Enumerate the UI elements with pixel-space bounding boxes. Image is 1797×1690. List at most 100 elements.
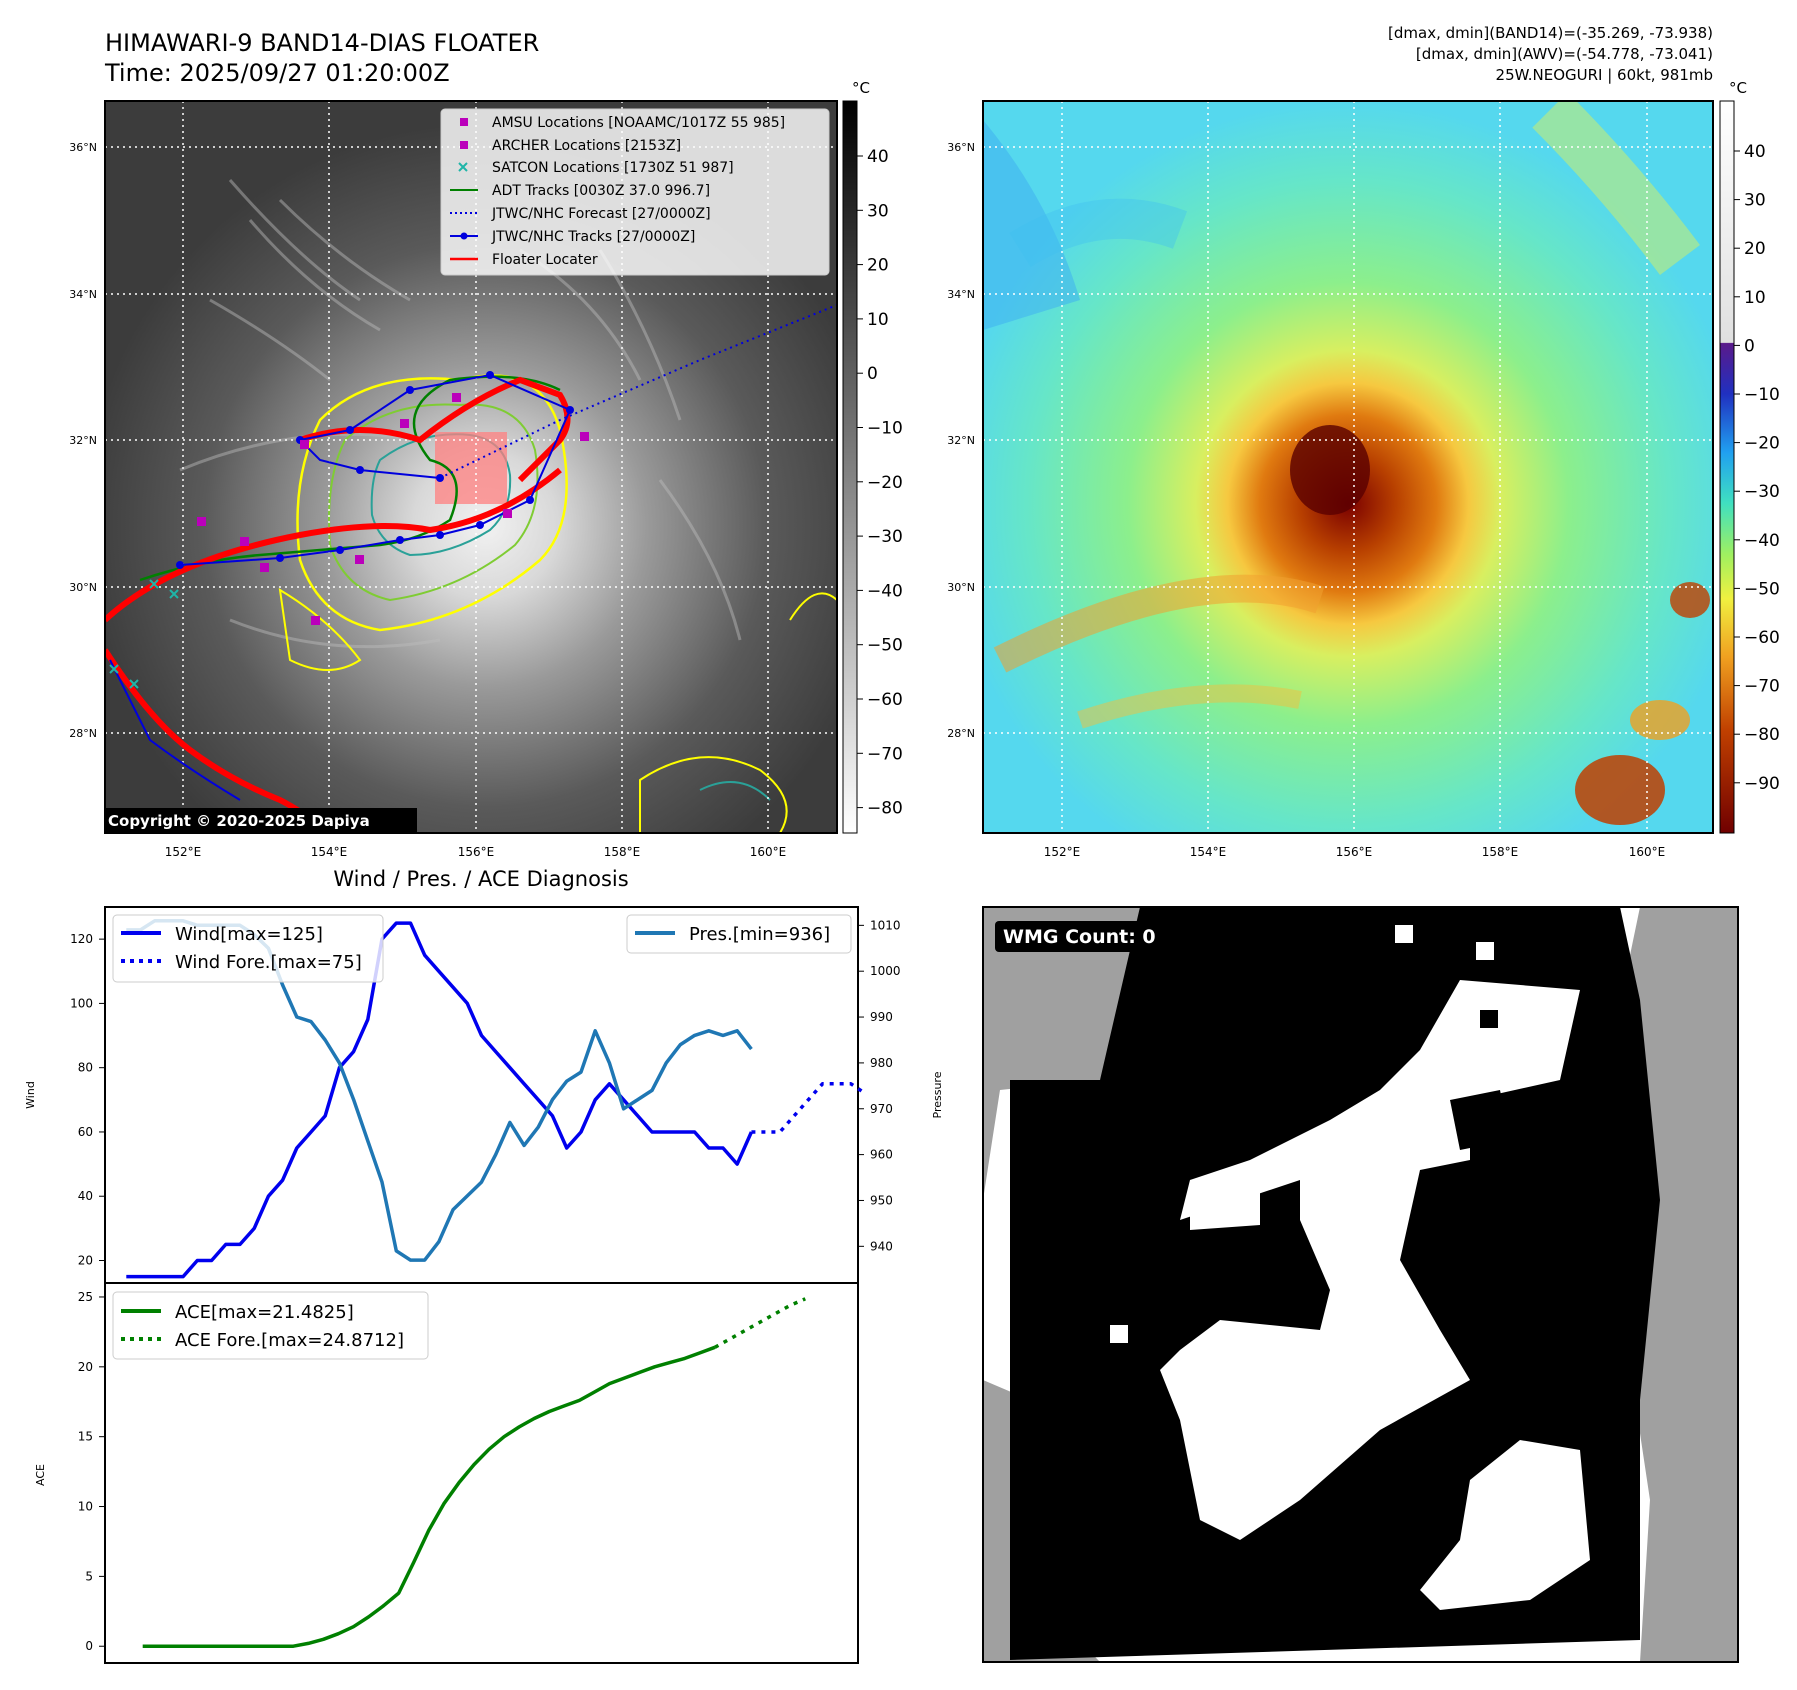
svg-text:34°N: 34°N [69, 288, 97, 301]
colorbar-tick-label: −10 [867, 419, 903, 439]
satcon-markers [109, 579, 179, 689]
colorbar-tick-label: −40 [867, 581, 903, 601]
info-line-awv: [dmax, dmin](AWV)=(-54.778, -73.041) [1416, 45, 1713, 63]
colorbar-tick-label: −30 [1744, 482, 1780, 502]
colorbar-tick-label: −50 [1744, 579, 1780, 599]
ir-cloud-streaks [179, 179, 742, 649]
legend-wind-fore: Wind Fore.[max=75] [175, 952, 362, 973]
colorbar-tick-label: 40 [867, 147, 889, 167]
wind-tick-label: 120 [70, 932, 93, 946]
legend-archer-marker [460, 141, 468, 149]
wind-axis-label: Wind [24, 1081, 37, 1109]
colorbar-tick-label: −20 [867, 473, 903, 493]
figure-title-line2: Time: 2025/09/27 01:20:00Z [104, 59, 450, 87]
legend-ace: ACE[max=21.4825] [175, 1302, 354, 1323]
diag-title: Wind / Pres. / ACE Diagnosis [333, 867, 628, 891]
copyright-box [105, 808, 417, 832]
legend-amsu: AMSU Locations [NOAAMC/1017Z 55 985] [492, 115, 785, 131]
ir-map-lon-labels: 152°E 154°E 156°E 158°E 160°E [165, 845, 787, 859]
svg-text:154°E: 154°E [311, 845, 348, 859]
ace-axis-ticks: 0 5 10 15 20 25 [78, 1290, 105, 1653]
wind-legend: Wind[max=125] Wind Fore.[max=75] [112, 914, 384, 983]
svg-text:28°N: 28°N [947, 727, 975, 740]
pressure-axis-label: Pressure [931, 1071, 944, 1118]
legend-ace-fore: ACE Fore.[max=24.8712] [175, 1330, 404, 1351]
ace-tick-label: 0 [85, 1639, 93, 1653]
legend-floater: Floater Locater [492, 252, 598, 268]
svg-text:36°N: 36°N [947, 141, 975, 154]
legend-amsu-marker [460, 118, 468, 126]
legend-jtwc-dot [460, 232, 468, 240]
legend-jtwc: JTWC/NHC Tracks [27/0000Z] [491, 229, 695, 245]
colorbar-tick-label: 30 [867, 201, 889, 221]
svg-text:32°N: 32°N [69, 434, 97, 447]
ir-map-lat-labels: 36°N 34°N 32°N 30°N 28°N [69, 141, 97, 740]
pressure-tick-label: 990 [870, 1010, 893, 1024]
copyright-text: Copyright © 2020-2025 Dapiya [108, 812, 370, 830]
svg-text:158°E: 158°E [1482, 845, 1519, 859]
pressure-tick-label: 970 [870, 1102, 893, 1116]
pressure-tick-label: 940 [870, 1239, 893, 1253]
pressure-tick-label: 980 [870, 1056, 893, 1070]
wind-tick-label: 20 [78, 1254, 93, 1268]
jtwc-track-south [109, 659, 241, 801]
amsu-archer-markers [197, 393, 589, 625]
svg-text:152°E: 152°E [165, 845, 202, 859]
jtwc-forecast-track [439, 304, 837, 479]
svg-text:34°N: 34°N [947, 288, 975, 301]
colorbar-tick-label: −70 [867, 744, 903, 764]
ace-series-line-1 [714, 1297, 807, 1349]
info-line-storm: 25W.NEOGURI | 60kt, 981mb [1496, 66, 1713, 84]
pressure-tick-label: 960 [870, 1148, 893, 1162]
ace-tick-label: 15 [78, 1430, 93, 1444]
wind-tick-label: 80 [78, 1061, 93, 1075]
awv-map-lat-labels: 36°N 34°N 32°N 30°N 28°N [947, 141, 975, 740]
colorbar-tick-label: 10 [1744, 288, 1766, 308]
ace-tick-label: 5 [85, 1569, 93, 1583]
svg-text:156°E: 156°E [458, 845, 495, 859]
awv-map-frame [982, 100, 1714, 834]
pres-legend: Pres.[min=936] [626, 914, 852, 954]
wind-tick-label: 100 [70, 996, 93, 1010]
legend-adt: ADT Tracks [0030Z 37.0 996.7] [492, 183, 710, 199]
info-line-band14: [dmax, dmin](BAND14)=(-35.269, -73.938) [1388, 24, 1713, 42]
ir-colorbar-unit: °C [852, 79, 870, 97]
colorbar-tick-label: −30 [867, 527, 903, 547]
svg-text:152°E: 152°E [1044, 845, 1081, 859]
colorbar-tick-label: −90 [1744, 774, 1780, 794]
legend-satcon-marker [458, 162, 468, 172]
ace-axis-label: ACE [34, 1464, 47, 1486]
wind-axis-ticks: 20 40 60 80 100 120 [70, 932, 105, 1268]
legend-wind: Wind[max=125] [175, 924, 323, 945]
ir-colorbar-ticks: 40 30 20 10 0 −10 −20 −30 −40 −50 −60 −70 −80 [857, 147, 903, 819]
colorbar-tick-label: 20 [1744, 239, 1766, 259]
pressure-tick-label: 1010 [870, 918, 901, 932]
colorbar-tick-label: 40 [1744, 142, 1766, 162]
floater-locater-track [105, 467, 562, 623]
colorbar-tick-label: −40 [1744, 531, 1780, 551]
colorbar-tick-label: 30 [1744, 191, 1766, 211]
wmg-frame [982, 906, 1739, 1663]
colorbar-tick-label: 10 [867, 310, 889, 330]
svg-text:30°N: 30°N [947, 581, 975, 594]
colorbar-tick-label: −80 [1744, 725, 1780, 745]
wmg-count-label: WMG Count: 0 [1003, 926, 1156, 948]
wmg-panel: WMG Count: 0 [982, 906, 1739, 1663]
ir-colorbar: °C 40 30 20 10 0 −10 −20 −30 −40 −50 −60 −70 −80 [842, 79, 903, 834]
pressure-tick-label: 1000 [870, 964, 901, 978]
svg-text:160°E: 160°E [1629, 845, 1666, 859]
colorbar-tick-label: −20 [1744, 434, 1780, 454]
series-line-0 [126, 921, 754, 1279]
colorbar-tick-label: 20 [867, 256, 889, 276]
awv-map-lon-labels: 152°E 154°E 156°E 158°E 160°E [1044, 845, 1666, 859]
awv-colorbar: °C 40 30 20 10 0 −10 −20 −30 −40 −50 −60 −70 −80 −90 [1719, 79, 1780, 834]
svg-text:30°N: 30°N [69, 581, 97, 594]
awv-colorbar-unit: °C [1729, 79, 1747, 97]
svg-text:156°E: 156°E [1336, 845, 1373, 859]
pressure-tick-label: 950 [870, 1193, 893, 1207]
legend-satcon: SATCON Locations [1730Z 51 987] [492, 160, 734, 176]
awv-colorbar-ticks: 40 30 20 10 0 −10 −20 −30 −40 −50 −60 −70 −80 −90 [1734, 142, 1780, 794]
awv-map-grid [983, 101, 1713, 833]
wmg-label-box [995, 921, 1172, 952]
adt-track [139, 375, 561, 582]
